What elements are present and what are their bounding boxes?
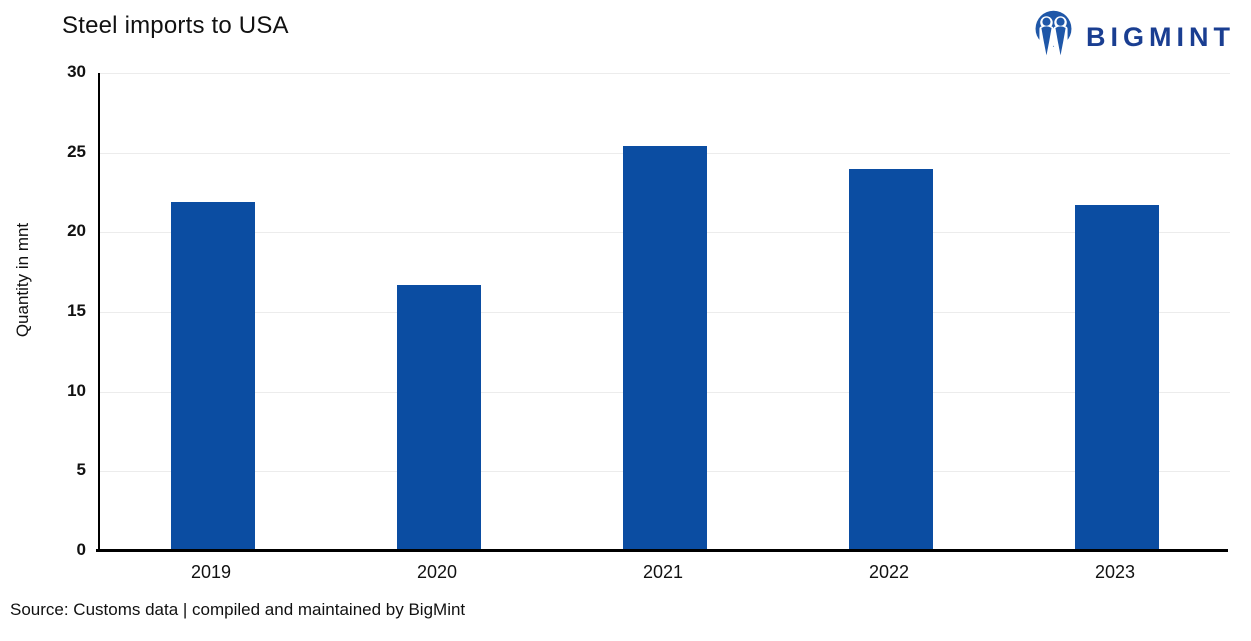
y-tick-label: 25: [67, 141, 86, 161]
bar: [1075, 205, 1159, 551]
source-note: Source: Customs data | compiled and main…: [10, 600, 466, 619]
bar: [171, 202, 255, 551]
bar: [623, 146, 707, 551]
x-tick-label: 2019: [190, 562, 232, 582]
y-tick-label: 10: [67, 380, 86, 400]
x-tick-label: 2021: [642, 562, 684, 582]
plot-area: [98, 73, 1230, 551]
bar: [849, 168, 933, 551]
bar: [397, 284, 481, 551]
gridline: [100, 73, 1230, 74]
y-tick-label: 0: [76, 540, 86, 559]
y-tick-label: 15: [67, 301, 86, 320]
y-tick-label: 5: [76, 460, 86, 480]
y-tick-label: 20: [67, 221, 86, 241]
x-tick-label: 2023: [1094, 562, 1136, 582]
bigmint-logo-icon: [1030, 10, 1077, 65]
y-tick-label: 30: [67, 62, 86, 81]
bigmint-logo-text: BIGMINT: [1086, 22, 1235, 52]
x-tick-label: 2022: [868, 562, 910, 582]
y-axis-title: Quantity in mnt: [13, 222, 32, 338]
x-tick-label: 2020: [416, 562, 458, 582]
bigmint-logo: BIGMINT: [1030, 10, 1235, 65]
chart-title: Steel imports to USA: [62, 12, 289, 39]
x-axis-line: [96, 549, 1228, 552]
